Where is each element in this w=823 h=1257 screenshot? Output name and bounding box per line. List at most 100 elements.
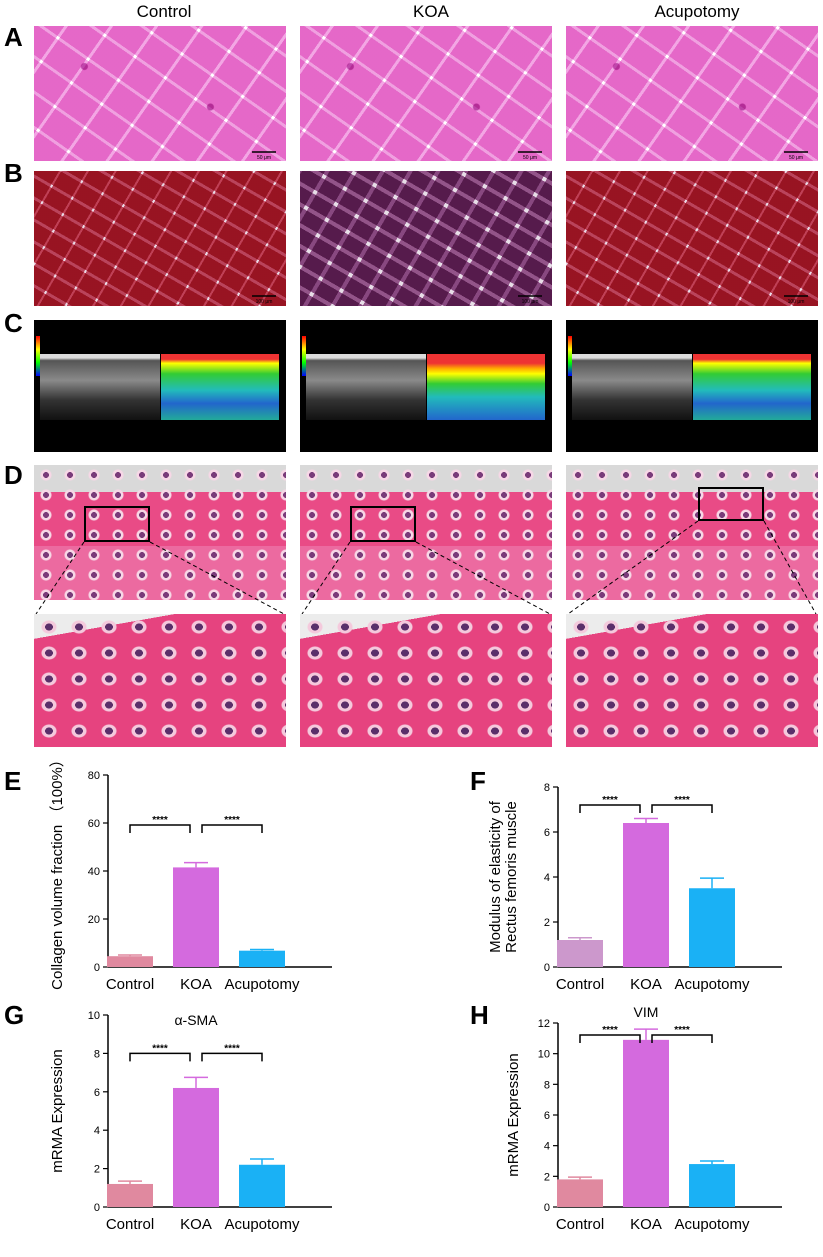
elastography-koa-image bbox=[300, 320, 552, 452]
y-axis-label: mRMA Expression bbox=[49, 1049, 66, 1172]
x-tick-label: Acupotomy bbox=[674, 1216, 750, 1233]
bar-koa bbox=[623, 1039, 669, 1207]
elastography-map bbox=[161, 354, 279, 420]
cartilage-control-image bbox=[34, 465, 286, 600]
y-tick-label: 80 bbox=[88, 770, 100, 782]
significance-label: **** bbox=[152, 1043, 168, 1054]
y-tick-label: 6 bbox=[544, 827, 550, 839]
chart-f-modulus-elasticity: 0 2 4 6 8 Control KOA Acupotomy **** **** Modulus … bbox=[487, 782, 782, 993]
panel-letter-g: G bbox=[4, 1000, 25, 1030]
y-tick-label: 0 bbox=[94, 1202, 100, 1214]
masson-muscle-koa-image bbox=[300, 171, 552, 306]
y-tick-label: 6 bbox=[94, 1087, 100, 1099]
significance-bracket bbox=[579, 804, 641, 813]
x-tick-label: Acupotomy bbox=[674, 976, 750, 993]
y-tick-label: 8 bbox=[544, 782, 550, 794]
significance-bracket bbox=[651, 1034, 713, 1043]
bmode-ultrasound bbox=[572, 354, 692, 420]
bar-acupotomy bbox=[689, 888, 735, 967]
bar-koa bbox=[173, 867, 219, 967]
column-label-control: Control bbox=[136, 2, 192, 21]
scale-label-a-koa: 50 μm bbox=[523, 155, 537, 161]
elastography-color-scale bbox=[36, 336, 40, 376]
y-axis-label: Modulus of elasticity of bbox=[487, 800, 504, 953]
bar-acupotomy bbox=[689, 1164, 735, 1207]
row-a-scale-bars: 50 μm 50 μm 50 μm bbox=[252, 151, 808, 161]
cartilage-zoom-koa-image bbox=[300, 614, 552, 747]
y-tick-label: 4 bbox=[94, 1125, 100, 1137]
y-tick-label: 60 bbox=[88, 818, 100, 830]
bar-koa bbox=[623, 823, 669, 967]
scale-label-b-acupotomy: 100 μm bbox=[788, 299, 805, 305]
panel-letter-h: H bbox=[470, 1000, 489, 1030]
bar-control bbox=[107, 1183, 153, 1207]
column-label-koa: KOA bbox=[413, 2, 449, 21]
significance-bracket bbox=[651, 804, 713, 813]
y-tick-label: 12 bbox=[538, 1018, 550, 1030]
zoom-box-control bbox=[84, 506, 150, 542]
elastography-color-scale bbox=[568, 336, 572, 376]
y-tick-label: 2 bbox=[544, 917, 550, 929]
y-tick-label: 10 bbox=[538, 1049, 550, 1061]
x-tick-label: Control bbox=[106, 1216, 154, 1233]
bar-acupotomy bbox=[239, 950, 285, 967]
cartilage-acupotomy-image bbox=[566, 465, 818, 600]
bar-control bbox=[557, 940, 603, 967]
chart-h-vim: 0 2 4 6 8 10 12 Control KOA Acupotomy **** **** VIM m… bbox=[505, 1004, 782, 1233]
x-tick-label: KOA bbox=[630, 1216, 662, 1233]
significance-bracket bbox=[201, 824, 263, 833]
elastography-control-image bbox=[34, 320, 286, 452]
scale-label-a-control: 50 μm bbox=[257, 155, 271, 161]
x-tick-label: Acupotomy bbox=[224, 976, 300, 993]
scale-label-b-koa: 100 μm bbox=[522, 299, 539, 305]
significance-label: **** bbox=[602, 795, 618, 806]
he-muscle-acupotomy-image bbox=[566, 26, 818, 161]
chart-title: VIM bbox=[634, 1004, 659, 1020]
zoom-box-acupotomy bbox=[698, 487, 764, 521]
he-muscle-koa-image bbox=[300, 26, 552, 161]
panel-letter-d: D bbox=[4, 460, 23, 490]
x-tick-label: Acupotomy bbox=[224, 1216, 300, 1233]
masson-muscle-control-image bbox=[34, 171, 286, 306]
y-tick-label: 0 bbox=[544, 1202, 550, 1214]
chart-title: α-SMA bbox=[174, 1012, 218, 1028]
zoom-box-koa bbox=[350, 506, 416, 542]
significance-label: **** bbox=[674, 1025, 690, 1036]
bmode-ultrasound bbox=[40, 354, 160, 420]
panel-letter-b: B bbox=[4, 158, 23, 188]
bar-acupotomy bbox=[239, 1164, 285, 1207]
x-tick-label: KOA bbox=[630, 976, 662, 993]
cartilage-koa-image bbox=[300, 465, 552, 600]
y-tick-label: 4 bbox=[544, 1141, 550, 1153]
bar-koa bbox=[173, 1087, 219, 1207]
x-tick-label: KOA bbox=[180, 976, 212, 993]
x-tick-label: Control bbox=[556, 976, 604, 993]
significance-bracket bbox=[129, 824, 191, 833]
significance-label: **** bbox=[152, 815, 168, 826]
scale-label-a-acupotomy: 50 μm bbox=[789, 155, 803, 161]
scale-label-b-control: 100 μm bbox=[256, 299, 273, 305]
panel-letter-f: F bbox=[470, 766, 486, 796]
y-axis-label: Collagen volume fraction （100%） bbox=[49, 755, 66, 990]
significance-bracket bbox=[579, 1034, 641, 1043]
significance-label: **** bbox=[674, 795, 690, 806]
y-tick-label: 2 bbox=[94, 1164, 100, 1176]
cartilage-zoom-control-image bbox=[34, 614, 286, 747]
cartilage-zoom-acupotomy-image bbox=[566, 614, 818, 747]
panel-letter-e: E bbox=[4, 766, 22, 796]
significance-bracket bbox=[201, 1052, 263, 1062]
y-tick-label: 8 bbox=[544, 1079, 550, 1091]
bar-control bbox=[107, 956, 153, 967]
x-tick-label: KOA bbox=[180, 1216, 212, 1233]
column-label-acupotomy: Acupotomy bbox=[654, 2, 740, 21]
chart-g-alpha-sma: 0 2 4 6 8 10 Control KOA Acupotomy **** **** α-SMA m… bbox=[49, 1010, 332, 1233]
y-axis-label: mRMA Expression bbox=[505, 1053, 522, 1176]
elastography-color-scale bbox=[302, 336, 306, 376]
significance-label: **** bbox=[224, 1043, 240, 1054]
y-tick-label: 0 bbox=[94, 962, 100, 974]
masson-muscle-acupotomy-image bbox=[566, 171, 818, 306]
chart-e-collagen-volume: 0 20 40 60 80 Control KOA Acupotomy **** **** Coll… bbox=[49, 755, 332, 993]
y-tick-label: 40 bbox=[88, 866, 100, 878]
y-tick-label: 6 bbox=[544, 1110, 550, 1122]
panel-letter-a: A bbox=[4, 22, 23, 52]
